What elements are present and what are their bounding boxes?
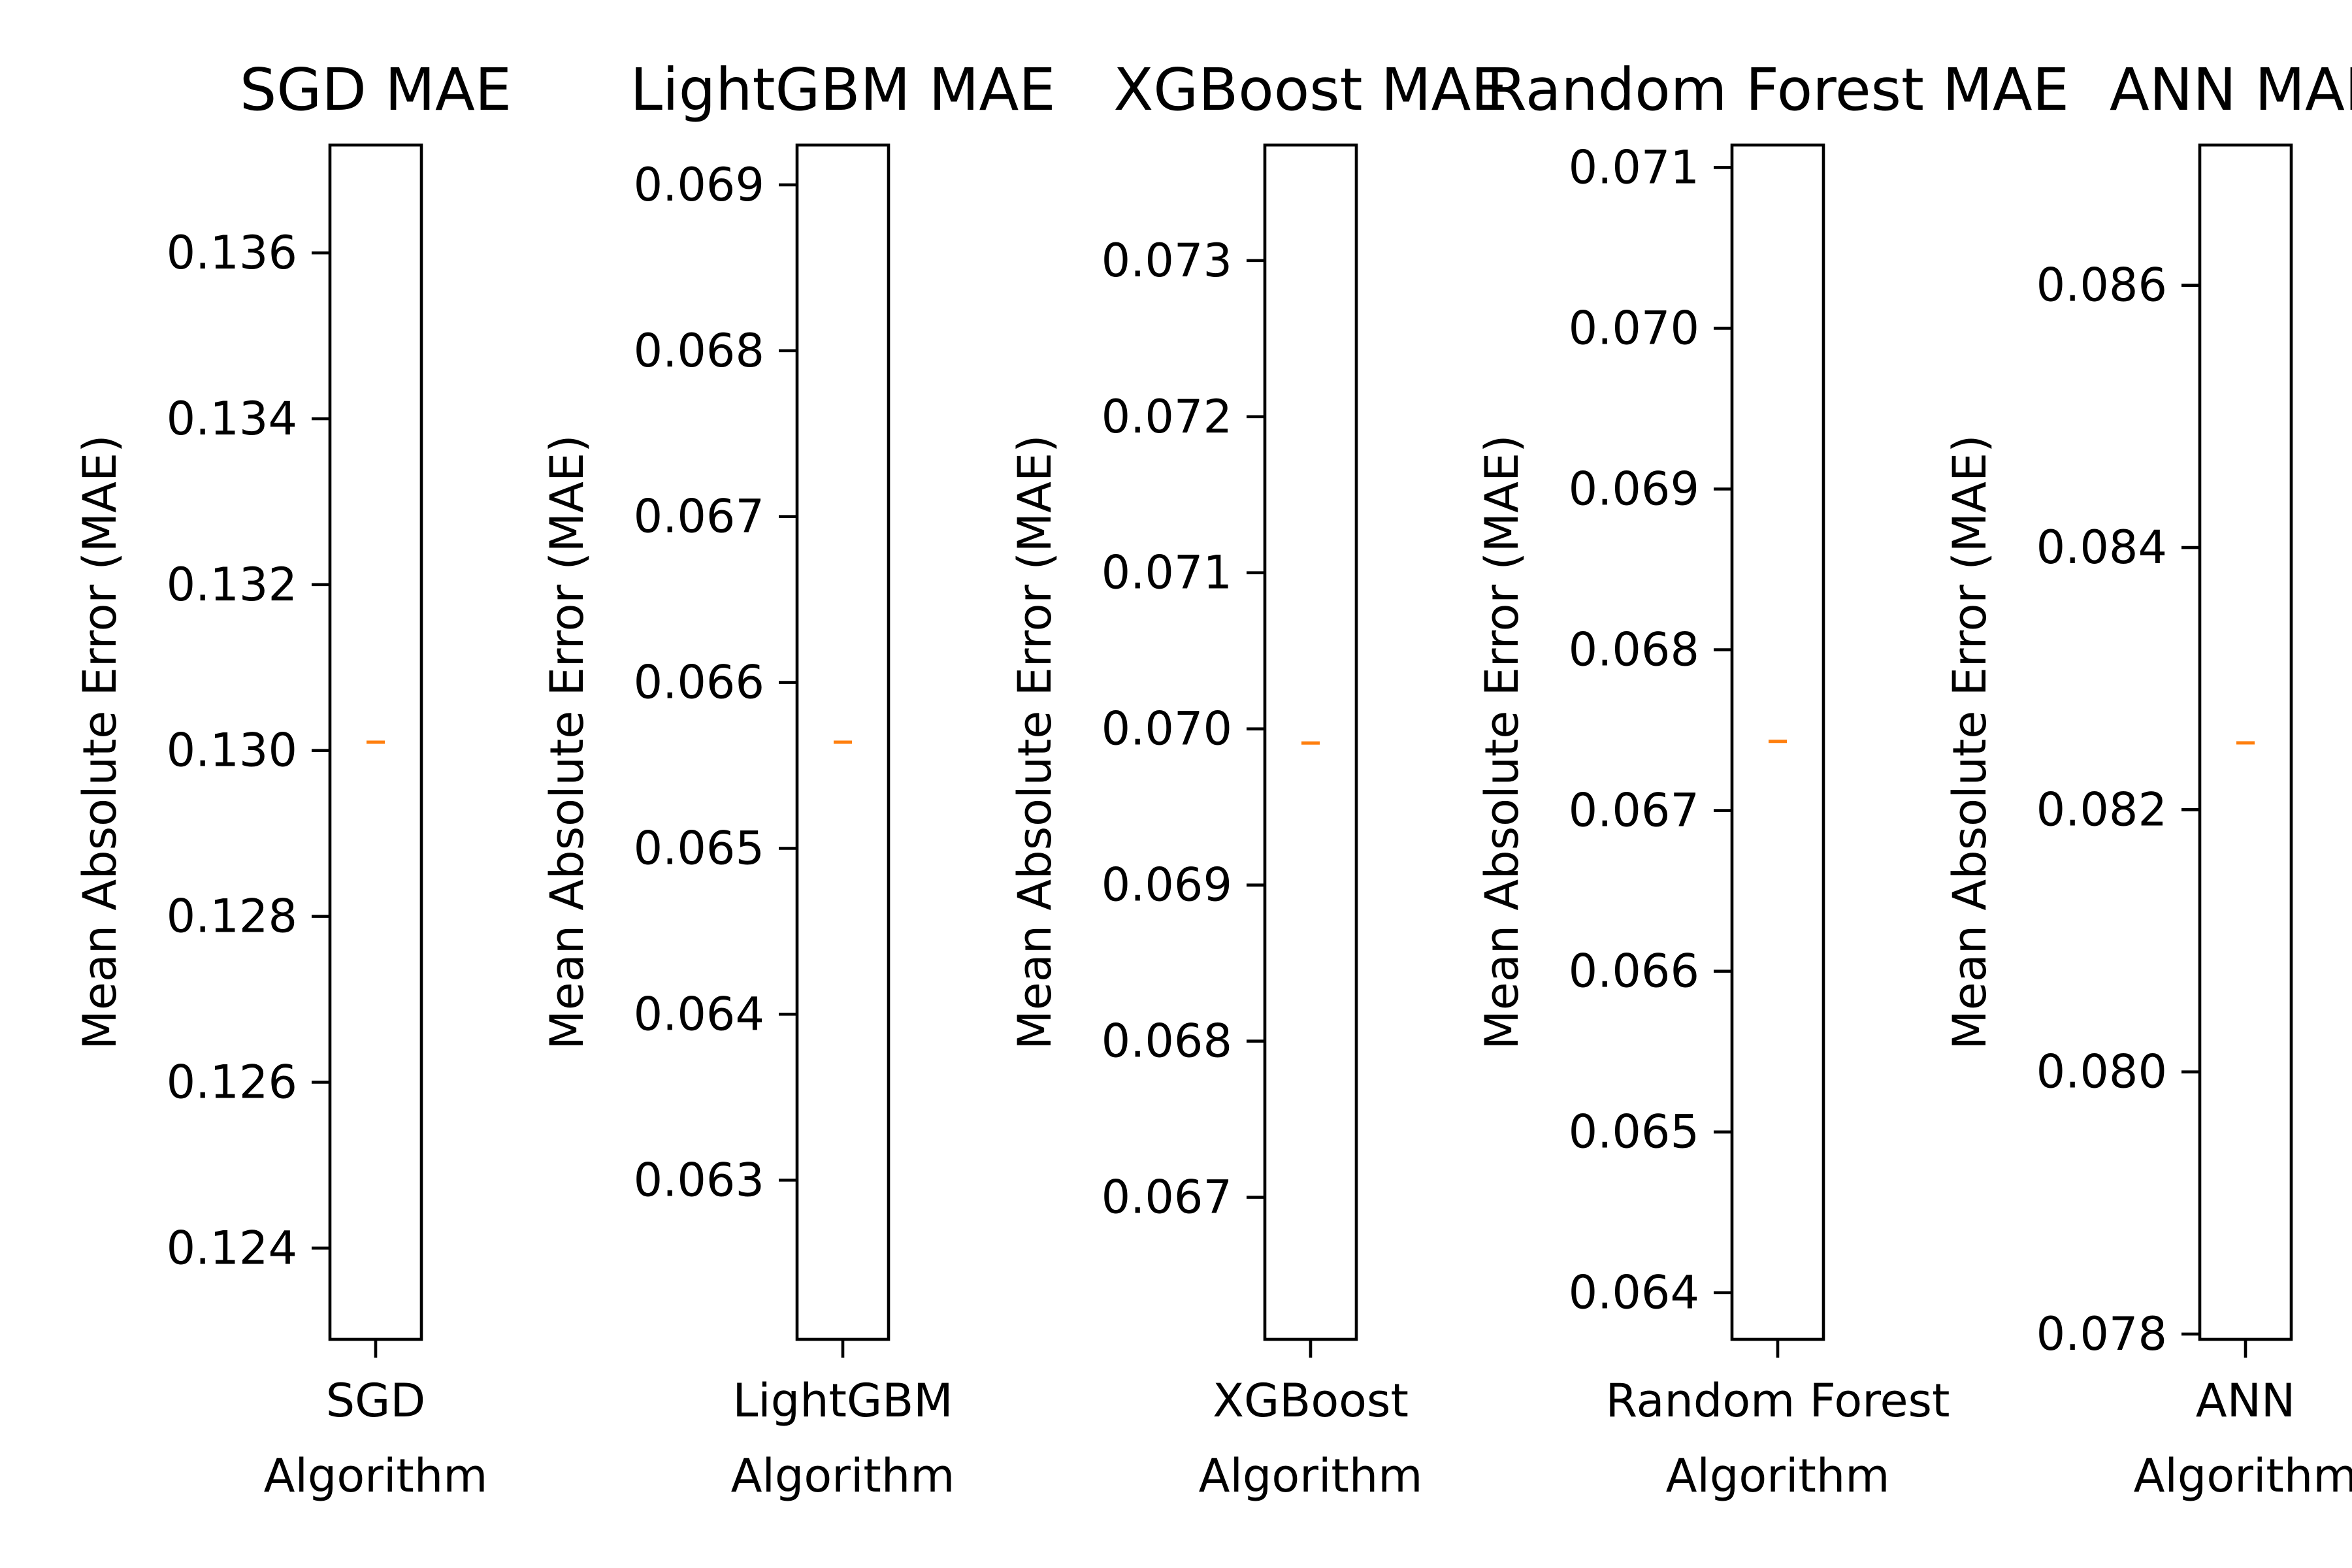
panel-title: LightGBM MAE	[630, 56, 1055, 123]
panel-title: ANN MAE	[2110, 56, 2352, 123]
y-tick-label: 0.063	[634, 1153, 764, 1207]
y-tick-label: 0.064	[1569, 1266, 1699, 1320]
y-tick-label: 0.086	[2036, 259, 2167, 312]
x-tick-label: ANN	[2196, 1374, 2296, 1428]
y-tick-label: 0.069	[634, 158, 764, 212]
y-tick-label: 0.068	[1102, 1015, 1232, 1068]
panel-random-forest: Random Forest MAE 0.064 0.065 0.066 0.067 0.0…	[1475, 56, 2069, 1503]
y-tick-label: 0.067	[634, 490, 764, 544]
panel-xgboost: XGBoost MAE 0.067 0.068 0.069 0.070 0.071 0.07…	[1008, 56, 1508, 1503]
y-tick-label: 0.073	[1102, 234, 1232, 287]
x-axis-label: Algorithm	[2134, 1449, 2352, 1503]
y-tick-label: 0.069	[1102, 858, 1232, 912]
y-tick-label: 0.128	[167, 890, 297, 943]
panel-sgd: SGD MAE 0.124 0.126 0.128 0.130 0.132 0.134 0.1…	[73, 56, 512, 1503]
x-tick-label: Random Forest	[1606, 1374, 1950, 1428]
y-tick-label: 0.124	[167, 1221, 297, 1275]
y-axis-label: Mean Absolute Error (MAE)	[1008, 434, 1062, 1049]
y-tick-label: 0.068	[1569, 623, 1699, 677]
y-tick-label: 0.070	[1102, 702, 1232, 756]
y-axis-label: Mean Absolute Error (MAE)	[1943, 434, 1997, 1049]
y-tick-label: 0.082	[2036, 783, 2167, 836]
y-tick-label: 0.078	[2036, 1307, 2167, 1361]
y-tick-label: 0.132	[167, 558, 297, 612]
x-axis-label: Algorithm	[1199, 1449, 1423, 1503]
x-tick-label: XGBoost	[1213, 1374, 1409, 1428]
y-tick-label: 0.072	[1102, 390, 1232, 444]
y-tick-label: 0.134	[167, 392, 297, 446]
x-tick-label: SGD	[326, 1374, 426, 1428]
y-tick-label: 0.067	[1102, 1171, 1232, 1224]
x-axis-label: Algorithm	[1666, 1449, 1890, 1503]
y-axis-label: Mean Absolute Error (MAE)	[1475, 434, 1529, 1049]
y-tick-label: 0.080	[2036, 1045, 2167, 1099]
y-tick-label: 0.136	[167, 226, 297, 280]
x-axis-label: Algorithm	[264, 1449, 488, 1503]
y-tick-label: 0.130	[167, 724, 297, 777]
y-tick-label: 0.066	[1569, 945, 1699, 998]
panel-ann: ANN MAE 0.078 0.080 0.082 0.084 0.086 ANN Algor…	[1943, 56, 2352, 1503]
y-tick-label: 0.066	[634, 656, 764, 710]
y-tick-label: 0.071	[1569, 140, 1699, 194]
y-tick-label: 0.071	[1102, 546, 1232, 600]
y-axis-label: Mean Absolute Error (MAE)	[540, 434, 594, 1049]
y-tick-label: 0.126	[167, 1055, 297, 1109]
x-axis-label: Algorithm	[731, 1449, 955, 1503]
y-tick-label: 0.068	[634, 324, 764, 378]
y-tick-label: 0.084	[2036, 521, 2167, 574]
y-tick-label: 0.065	[1569, 1105, 1699, 1159]
y-axis-label: Mean Absolute Error (MAE)	[73, 434, 127, 1049]
panel-title: XGBoost MAE	[1113, 56, 1507, 123]
panel-title: SGD MAE	[240, 56, 512, 123]
y-tick-label: 0.069	[1569, 463, 1699, 516]
y-tick-label: 0.067	[1569, 784, 1699, 838]
x-tick-label: LightGBM	[732, 1374, 953, 1428]
y-tick-label: 0.065	[634, 821, 764, 875]
panel-lightgbm: LightGBM MAE 0.063 0.064 0.065 0.066 0.067 0.0…	[540, 56, 1056, 1503]
y-tick-label: 0.070	[1569, 301, 1699, 355]
y-tick-label: 0.064	[634, 987, 764, 1041]
panel-title: Random Forest MAE	[1486, 56, 2069, 123]
